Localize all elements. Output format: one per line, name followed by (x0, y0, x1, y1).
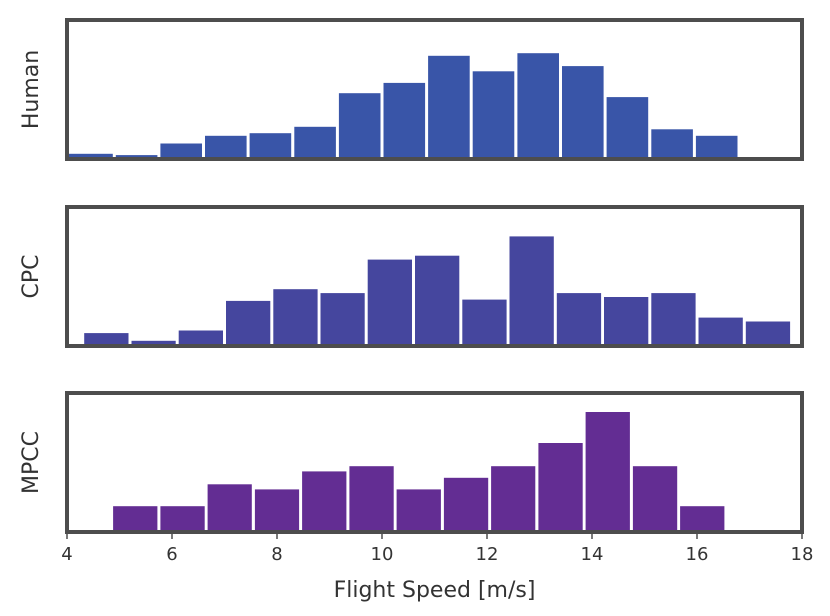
bar-cpc-5 (320, 293, 365, 346)
bar-mpcc-0 (113, 506, 158, 532)
x-tick-label: 18 (791, 544, 814, 565)
x-tick-label: 16 (686, 544, 709, 565)
bar-mpcc-4 (302, 471, 347, 532)
bar-cpc-10 (556, 293, 602, 346)
x-tick-label: 10 (371, 544, 394, 565)
bar-human-4 (249, 133, 292, 159)
bar-mpcc-9 (538, 443, 583, 532)
bar-mpcc-5 (349, 466, 394, 532)
bar-cpc-0 (84, 333, 129, 346)
bar-mpcc-2 (207, 484, 252, 532)
bar-cpc-8 (462, 299, 507, 346)
bar-mpcc-1 (160, 506, 205, 532)
bar-mpcc-7 (443, 477, 489, 532)
x-tick-label: 8 (271, 544, 282, 565)
ylabel-human: Human (19, 50, 44, 129)
bar-human-12 (606, 97, 649, 159)
bar-human-6 (338, 93, 381, 159)
bar-cpc-13 (698, 317, 743, 346)
bar-mpcc-6 (396, 489, 441, 532)
bar-human-3 (205, 135, 247, 159)
bar-human-9 (472, 71, 515, 159)
bar-mpcc-10 (585, 412, 630, 532)
bar-human-14 (695, 135, 738, 159)
bar-mpcc-12 (680, 506, 725, 532)
panel-human: Human (19, 18, 804, 161)
bar-cpc-4 (273, 289, 318, 346)
bar-human-10 (517, 53, 559, 160)
bar-cpc-9 (509, 236, 554, 346)
bar-cpc-7 (415, 255, 460, 346)
bar-cpc-2 (178, 330, 223, 346)
panel-frame (65, 205, 804, 348)
bar-human-5 (294, 126, 336, 160)
ylabel-cpc: CPC (19, 255, 44, 299)
bar-mpcc-11 (632, 466, 678, 532)
bar-cpc-1 (131, 340, 176, 346)
bar-cpc-3 (226, 300, 271, 346)
bar-cpc-14 (745, 321, 791, 346)
x-tick-label: 6 (166, 544, 177, 565)
bar-human-7 (383, 82, 426, 159)
x-axis-label: Flight Speed [m/s] (334, 578, 536, 603)
bar-cpc-11 (604, 297, 649, 346)
ylabel-mpcc: MPCC (19, 431, 44, 494)
panel-mpcc: MPCC 4 6 8 10 12 14 16 18 Flight Speed [m/s] (19, 391, 814, 603)
bar-human-8 (428, 55, 470, 159)
bar-human-2 (160, 143, 202, 159)
bar-cpc-12 (651, 293, 696, 346)
bar-cpc-6 (367, 259, 412, 346)
bar-human-0 (68, 153, 113, 159)
panel-frame (65, 18, 804, 161)
x-tick-label: 12 (476, 544, 499, 565)
x-tick-label: 14 (581, 544, 604, 565)
bar-mpcc-8 (491, 466, 536, 532)
panel-frame (65, 391, 804, 534)
bar-human-13 (651, 129, 693, 159)
panel-cpc: CPC (19, 205, 804, 348)
bar-human-11 (562, 66, 604, 159)
x-tick-label: 4 (61, 544, 72, 565)
bar-mpcc-3 (254, 489, 300, 532)
